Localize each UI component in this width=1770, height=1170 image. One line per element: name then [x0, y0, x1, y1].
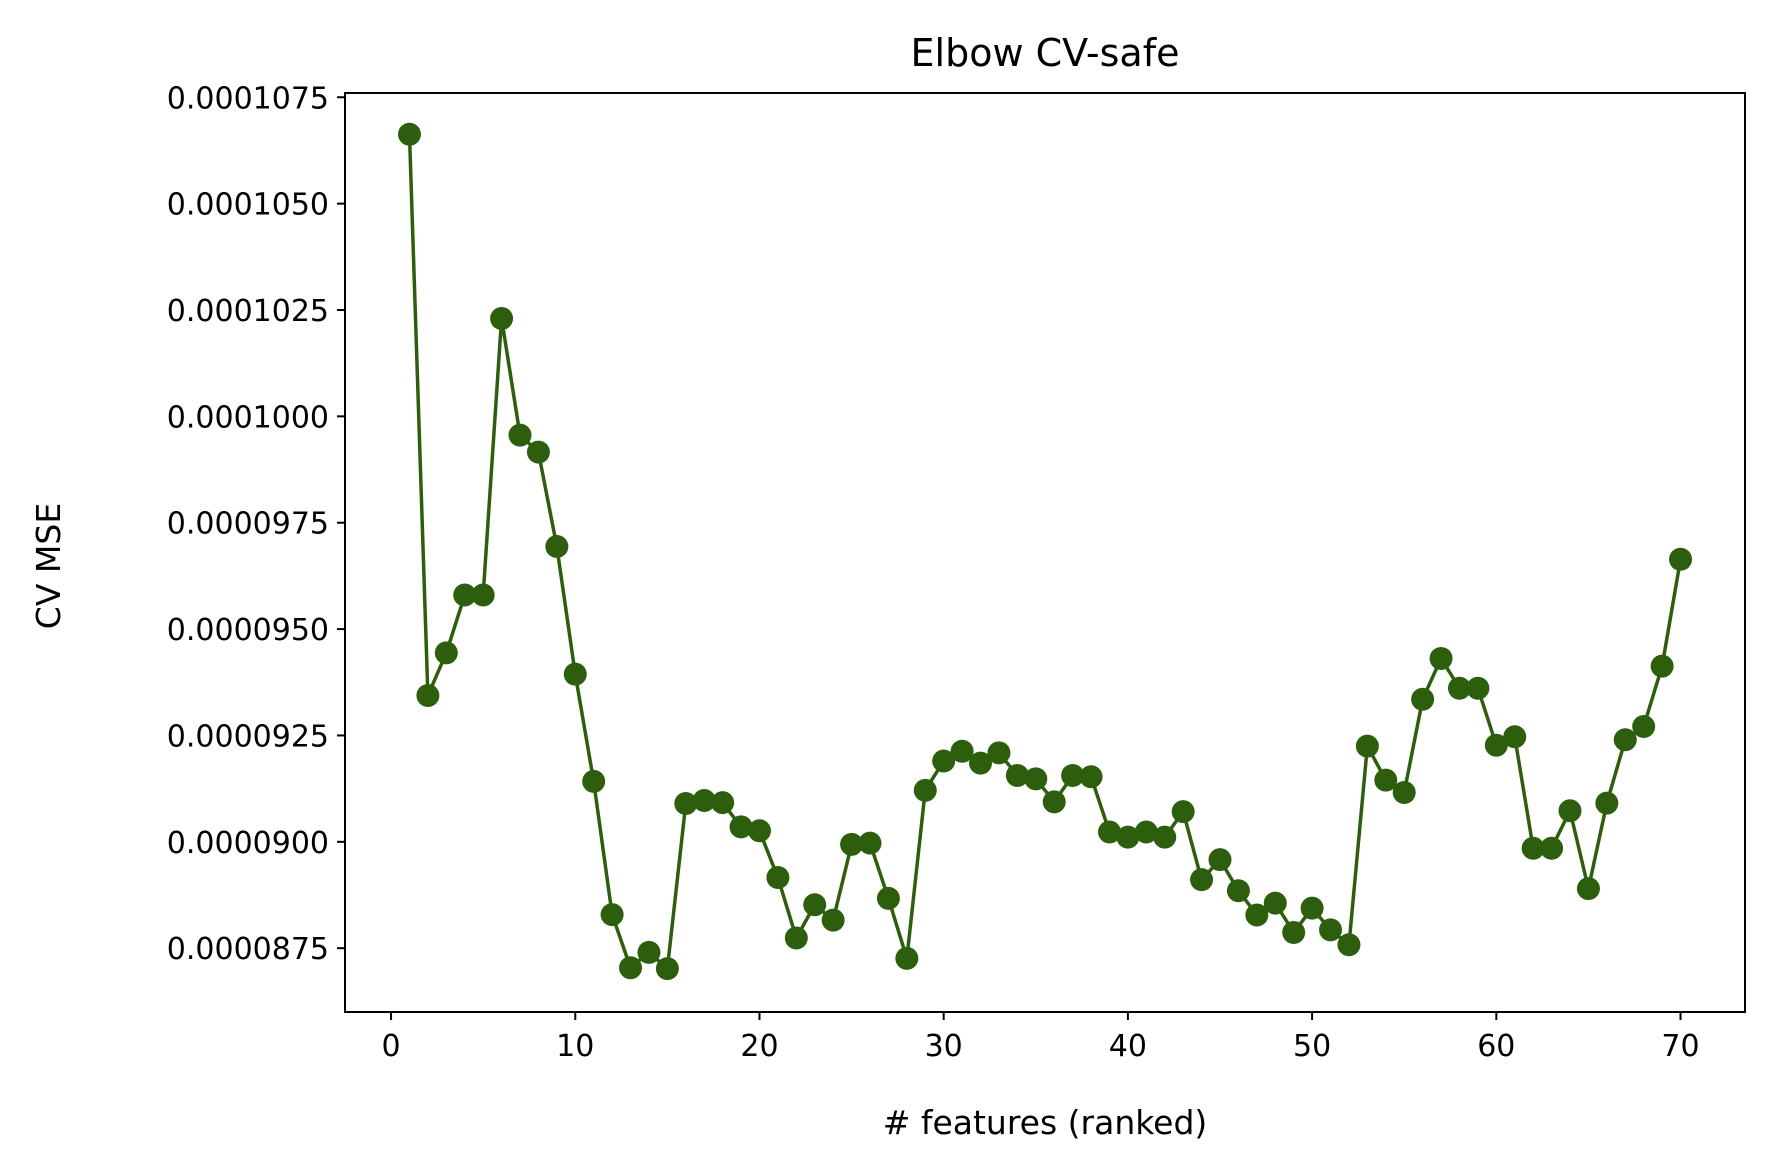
- data-point: [619, 956, 643, 980]
- data-point: [471, 583, 495, 607]
- x-tick-label: 60: [1477, 1029, 1515, 1064]
- data-point: [434, 641, 458, 665]
- x-tick-label: 40: [1109, 1029, 1147, 1064]
- data-point: [453, 583, 477, 607]
- x-tick-label: 70: [1661, 1029, 1699, 1064]
- y-tick-label: 0.0001000: [167, 400, 329, 435]
- data-point: [766, 866, 790, 890]
- data-point: [1484, 733, 1508, 757]
- data-point: [1226, 879, 1250, 903]
- data-point: [1208, 848, 1232, 872]
- data-point: [545, 535, 569, 559]
- data-point: [784, 926, 808, 950]
- data-point: [1116, 825, 1140, 849]
- data-point: [637, 940, 661, 964]
- x-tick-label: 20: [740, 1029, 778, 1064]
- data-point: [1319, 918, 1343, 942]
- y-tick-label: 0.0001050: [167, 188, 329, 223]
- y-axis-title: CV MSE: [29, 503, 68, 629]
- data-point: [913, 778, 937, 802]
- data-point: [803, 893, 827, 917]
- data-point: [1079, 765, 1103, 789]
- x-tick-label: 50: [1293, 1029, 1331, 1064]
- y-tick-label: 0.0000925: [167, 719, 329, 754]
- plot-area: [397, 122, 1693, 981]
- x-tick-label: 30: [925, 1029, 963, 1064]
- data-point: [1042, 790, 1066, 814]
- data-point: [1447, 676, 1471, 700]
- plot-frame: [344, 92, 1746, 1013]
- chart-title: Elbow CV-safe: [911, 31, 1180, 75]
- data-point: [582, 769, 606, 793]
- data-point: [1540, 836, 1564, 860]
- data-point: [1374, 768, 1398, 792]
- data-point: [1632, 715, 1656, 739]
- x-tick-label: 10: [556, 1029, 594, 1064]
- data-point: [1558, 799, 1582, 823]
- data-point: [711, 791, 735, 815]
- y-tick-label: 0.0000875: [167, 932, 329, 967]
- data-point: [1263, 891, 1287, 915]
- data-point: [1411, 687, 1435, 711]
- x-axis-title: # features (ranked): [883, 1103, 1208, 1142]
- data-point: [858, 831, 882, 855]
- data-point: [563, 662, 587, 686]
- data-point: [1134, 820, 1158, 844]
- data-point: [1024, 767, 1048, 791]
- y-tick-label: 0.0001075: [167, 81, 329, 116]
- data-point: [876, 886, 900, 910]
- data-point: [1669, 547, 1693, 571]
- x-axis: 0 10 20 30 40 50 60 70: [382, 1012, 1700, 1064]
- data-point: [416, 683, 440, 707]
- data-point: [1190, 868, 1214, 892]
- data-point: [821, 908, 845, 932]
- data-point: [729, 815, 753, 839]
- x-tick-label: 0: [382, 1029, 401, 1064]
- data-point: [1337, 933, 1361, 957]
- data-point: [674, 792, 698, 816]
- data-point: [1097, 820, 1121, 844]
- y-tick-label: 0.0000950: [167, 613, 329, 648]
- data-point: [1300, 896, 1324, 920]
- data-point: [932, 749, 956, 773]
- data-point: [1613, 728, 1637, 752]
- data-point: [1061, 763, 1085, 787]
- data-point: [1576, 877, 1600, 901]
- data-point: [969, 751, 993, 775]
- y-tick-label: 0.0001025: [167, 294, 329, 329]
- data-point: [1595, 791, 1619, 815]
- y-tick-label: 0.0000975: [167, 507, 329, 542]
- data-point: [840, 832, 864, 856]
- data-point: [692, 789, 716, 813]
- data-point: [895, 946, 919, 970]
- y-tick-label: 0.0000900: [167, 826, 329, 861]
- data-point: [1282, 920, 1306, 944]
- data-point: [1650, 654, 1674, 678]
- data-point: [1392, 780, 1416, 804]
- data-point: [1171, 800, 1195, 824]
- data-point: [600, 903, 624, 927]
- data-point: [1005, 763, 1029, 787]
- data-point: [747, 819, 771, 843]
- data-point: [1153, 825, 1177, 849]
- data-point: [655, 957, 679, 981]
- data-point: [1355, 734, 1379, 758]
- y-axis: 0.0000875 0.0000900 0.0000925 0.0000950 0.00…: [167, 81, 345, 967]
- data-point: [950, 739, 974, 763]
- data-point: [1503, 725, 1527, 749]
- data-point: [397, 122, 421, 146]
- data-point: [526, 440, 550, 464]
- data-point: [1245, 903, 1269, 927]
- data-point: [490, 306, 514, 330]
- data-point: [1466, 676, 1490, 700]
- data-point: [987, 741, 1011, 765]
- data-point: [1429, 646, 1453, 670]
- data-point: [1521, 836, 1545, 860]
- data-point: [508, 423, 532, 447]
